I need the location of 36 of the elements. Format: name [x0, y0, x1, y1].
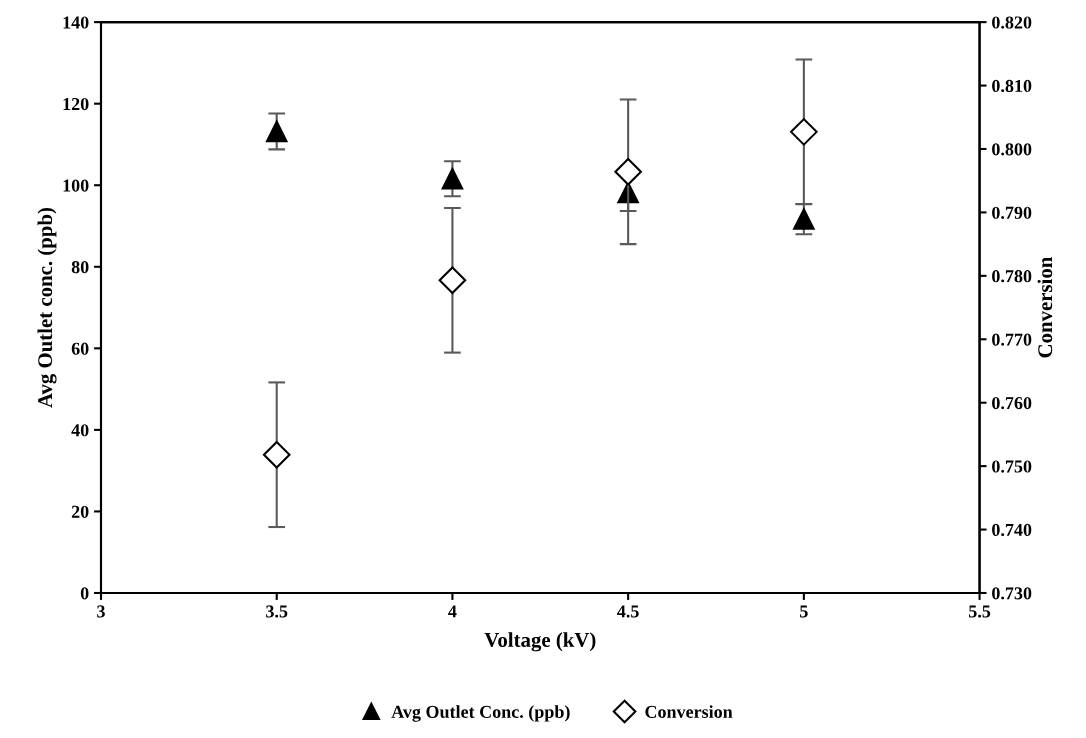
x-tick-label: 3 — [97, 605, 105, 618]
y2-tick-label: 0.730 — [992, 587, 1032, 600]
y2-tick-label: 0.740 — [992, 523, 1032, 537]
point — [438, 266, 467, 295]
y-tick-label: 0 — [80, 587, 89, 600]
point — [614, 158, 642, 186]
point — [262, 440, 291, 469]
y2-tick-label: 0.750 — [992, 460, 1032, 473]
y2-tick-label: 0.800 — [992, 143, 1032, 156]
y2-tick-label: 0.760 — [992, 396, 1032, 410]
y2-tick-label: 0.790 — [992, 206, 1032, 219]
y-axis-title: Avg Outlet conc. (ppb) — [37, 207, 57, 408]
y2-axis-title: Conversion — [1037, 256, 1053, 358]
y-tick-label: 120 — [63, 97, 89, 111]
x-tick-label: 4.5 — [617, 605, 639, 618]
x-tick-label: 5.5 — [969, 605, 991, 618]
point — [265, 120, 288, 143]
x-tick-label: 3.5 — [266, 605, 288, 618]
y-tick-label: 140 — [63, 16, 89, 29]
point — [441, 167, 464, 190]
y2-tick-label: 0.780 — [992, 270, 1032, 283]
y-tick-label: 40 — [71, 424, 89, 437]
legend-label: Conversion — [645, 705, 733, 718]
x-tick-label: 5 — [800, 605, 808, 618]
point — [793, 208, 815, 230]
point — [790, 118, 818, 146]
y-tick-label: 20 — [71, 505, 89, 518]
x-tick-label: 4 — [448, 605, 457, 618]
x-axis-title: Voltage (kV) — [484, 632, 596, 652]
y-tick-label: 100 — [63, 179, 89, 192]
y2-tick-label: 0.810 — [992, 79, 1032, 93]
y2-tick-label: 0.770 — [992, 333, 1032, 346]
y-tick-label: 80 — [71, 261, 89, 274]
legend-label: Avg Outlet Conc. (ppb) — [391, 705, 570, 722]
y2-tick-label: 0.820 — [992, 16, 1032, 29]
y-tick-label: 60 — [71, 342, 89, 355]
